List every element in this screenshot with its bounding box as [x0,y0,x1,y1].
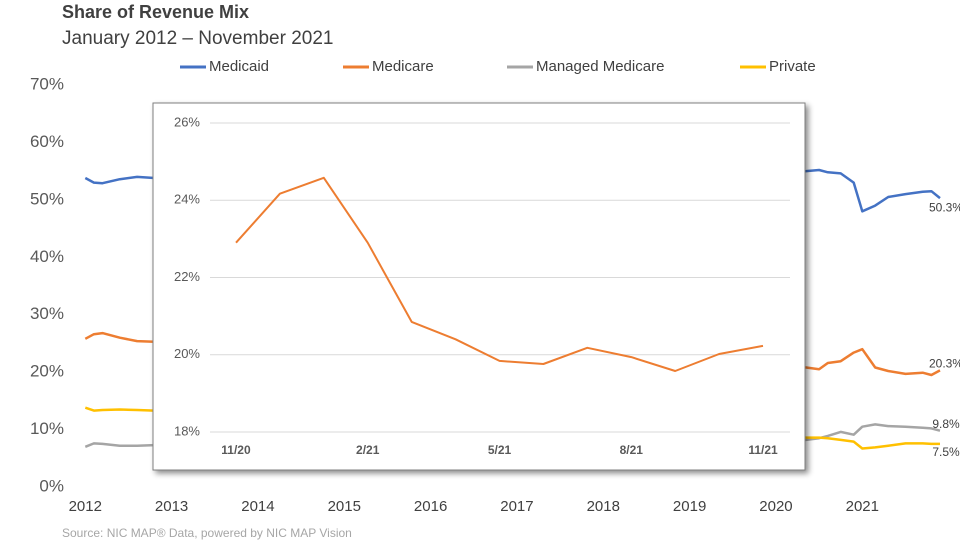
x-tick-label: 2015 [328,498,361,515]
y-tick-label: 60% [30,132,64,151]
series-line [84,406,940,450]
y-tick-label: 70% [30,74,64,93]
series-line [235,176,764,372]
inset-frame [152,102,806,471]
series-line [84,168,941,213]
data-label: 9.8% [932,417,960,431]
x-tick-label: 2014 [241,498,274,515]
y-tick-label: 40% [30,247,64,266]
x-tick-label: 11/21 [748,443,778,457]
y-tick-label: 20% [30,362,64,381]
legend-label: Private [769,58,816,75]
series-line [84,331,941,377]
x-tick-label: 2012 [69,498,102,515]
y-tick-label: 20% [174,346,200,361]
legend-label: Managed Medicare [536,58,664,75]
y-tick-label: 50% [30,189,64,208]
y-tick-label: 0% [39,476,64,495]
x-tick-label: 8/21 [620,443,644,457]
legend-label: Medicaid [209,58,269,75]
y-tick-label: 30% [30,304,64,323]
y-tick-label: 18% [174,423,200,438]
x-tick-label: 2013 [155,498,188,515]
x-tick-label: 2018 [587,498,620,515]
data-label: 20.3% [929,357,960,371]
main-chart: 0% 10% 20% 30% 40% 50% 60% 70% 2012 2013 2014 2015 2… [30,58,960,515]
data-label: 7.5% [932,445,960,459]
data-label: 50.3% [929,200,960,214]
chart-title: Share of Revenue Mix [62,2,249,22]
x-tick-label: 2019 [673,498,706,515]
x-tick-label: 2021 [846,498,879,515]
x-tick-label: 11/20 [221,443,251,457]
source-note: Source: NIC MAP® Data, powered by NIC MA… [62,526,352,540]
x-tick-label: 2016 [414,498,447,515]
y-tick-label: 26% [174,114,200,129]
legend-label: Medicare [372,58,434,75]
y-tick-label: 22% [174,269,200,284]
chart-subtitle: January 2012 – November 2021 [62,28,333,49]
y-tick-label: 10% [30,419,64,438]
inset-chart: 18% 20% 22% 24% 26% 11/20 2/21 5/21 8/21 11/21 [152,102,806,471]
x-tick-label: 2020 [759,498,792,515]
y-tick-label: 24% [174,192,200,207]
x-tick-label: 5/21 [488,443,512,457]
x-tick-label: 2017 [500,498,533,515]
x-tick-label: 2/21 [356,443,380,457]
